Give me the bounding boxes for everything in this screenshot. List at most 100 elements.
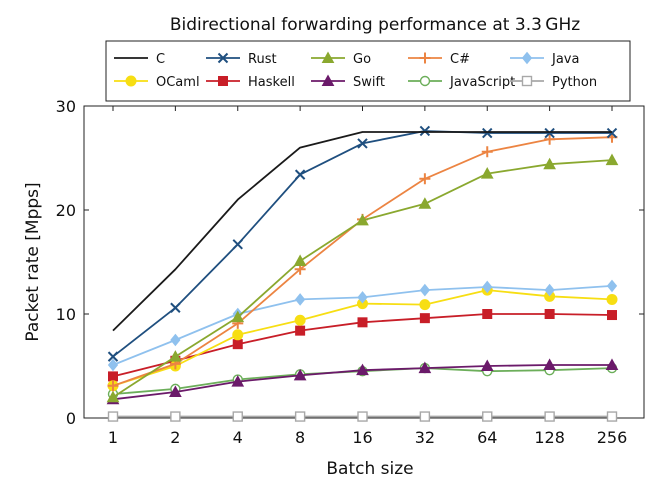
series-rust — [107, 125, 618, 362]
legend-item-python: Python — [510, 75, 597, 90]
data-point-go — [356, 213, 369, 226]
legend-item-rust: Rust — [206, 52, 277, 67]
legend-label: JavaScript — [449, 75, 515, 90]
data-point-go — [231, 310, 245, 323]
legend-label: Java — [551, 52, 579, 67]
x-tick-label: 256 — [597, 428, 628, 447]
data-point-haskell — [295, 325, 306, 336]
legend-marker — [419, 75, 431, 87]
series-c — [107, 131, 618, 392]
data-point-python — [107, 411, 119, 422]
series-c — [112, 131, 612, 332]
data-point-python — [419, 411, 431, 422]
data-point-haskell — [108, 371, 118, 382]
legend-label: Swift — [353, 75, 385, 90]
data-point-rust — [232, 239, 243, 250]
data-point-swift — [605, 358, 619, 370]
legend: C Rust Go C# Java OCaml Haskell Swift JavaScript… — [105, 40, 631, 102]
legend-item-c: C — [114, 52, 165, 67]
x-tick-label: 2 — [170, 428, 180, 447]
y-axis-label: Packet rate [Mpps] — [23, 182, 43, 341]
x-tick-label: 1 — [108, 428, 118, 447]
legend-label: Rust — [248, 52, 277, 67]
data-point-c — [544, 133, 556, 145]
data-point-haskell — [544, 309, 555, 319]
data-point-haskell — [419, 313, 430, 324]
data-point-java — [357, 291, 368, 304]
data-point-rust — [294, 169, 306, 180]
data-point-java — [294, 293, 306, 306]
data-point-rust — [170, 302, 181, 313]
legend-item-java: Java — [510, 51, 579, 67]
legend-marker — [125, 75, 137, 87]
data-point-go — [418, 197, 432, 209]
legend-marker — [321, 74, 335, 86]
legend-marker — [218, 76, 228, 86]
plot-area: 1 2 4 8 16 32 64 128 256 0 10 20 30 — [56, 97, 645, 447]
x-tick-label: 8 — [295, 428, 305, 447]
data-point-go — [543, 157, 556, 170]
legend-marker — [521, 51, 533, 65]
legend-item-swift: Swift — [311, 74, 385, 90]
data-point-java — [419, 283, 431, 297]
data-point-python — [357, 411, 368, 422]
legend-label: OCaml — [156, 75, 200, 90]
series-swift — [106, 358, 619, 405]
data-point-haskell — [232, 339, 243, 350]
data-point-java — [482, 280, 493, 294]
y-tick-label: 30 — [56, 97, 76, 116]
x-tick-label: 4 — [233, 428, 243, 447]
data-point-haskell — [607, 310, 617, 321]
legend-label: Python — [552, 75, 597, 90]
series-line-c — [112, 131, 612, 332]
legend-box — [105, 40, 631, 102]
data-point-python — [294, 411, 306, 422]
data-point-swift — [543, 358, 556, 370]
legend-marker — [321, 51, 335, 63]
data-point-ocaml — [419, 299, 431, 311]
legend-item-haskell: Haskell — [206, 75, 295, 90]
legend-label: Go — [353, 52, 371, 67]
data-point-rust — [606, 127, 618, 139]
data-point-swift — [356, 363, 369, 376]
data-point-go — [169, 350, 182, 362]
data-point-swift — [231, 375, 245, 387]
data-point-haskell — [482, 309, 493, 319]
data-point-rust — [482, 127, 493, 139]
data-point-java — [544, 283, 555, 297]
data-point-python — [232, 411, 243, 422]
data-point-rust — [107, 351, 119, 362]
legend-marker — [419, 52, 431, 64]
y-tick-label: 10 — [56, 305, 76, 324]
data-point-go — [605, 153, 619, 166]
data-point-haskell — [357, 317, 368, 328]
data-point-go — [106, 390, 120, 403]
legend-label: C — [156, 52, 165, 67]
data-point-c — [419, 173, 431, 185]
data-point-swift — [169, 385, 182, 397]
y-tick-label: 20 — [56, 201, 76, 220]
data-point-c — [107, 380, 119, 392]
data-point-swift — [418, 361, 432, 374]
data-point-swift — [480, 359, 494, 371]
series-go — [106, 153, 619, 403]
data-point-ocaml — [232, 329, 244, 341]
data-point-c — [481, 146, 493, 158]
x-axis-label: Batch size — [326, 459, 413, 479]
series-line-go — [112, 159, 613, 398]
data-point-rust — [544, 127, 555, 139]
x-tick-label: 16 — [352, 428, 372, 447]
series-python — [107, 411, 618, 422]
data-point-rust — [419, 125, 431, 137]
data-point-python — [170, 411, 181, 422]
x-tick-label: 64 — [477, 428, 497, 447]
legend-item-go: Go — [311, 51, 371, 67]
data-point-java — [170, 333, 181, 347]
data-point-python — [606, 411, 618, 422]
series-java — [107, 279, 618, 372]
legend-label: C# — [450, 52, 470, 67]
data-point-swift — [293, 368, 307, 381]
chart-title: Bidirectional forwarding performance at … — [170, 15, 580, 35]
